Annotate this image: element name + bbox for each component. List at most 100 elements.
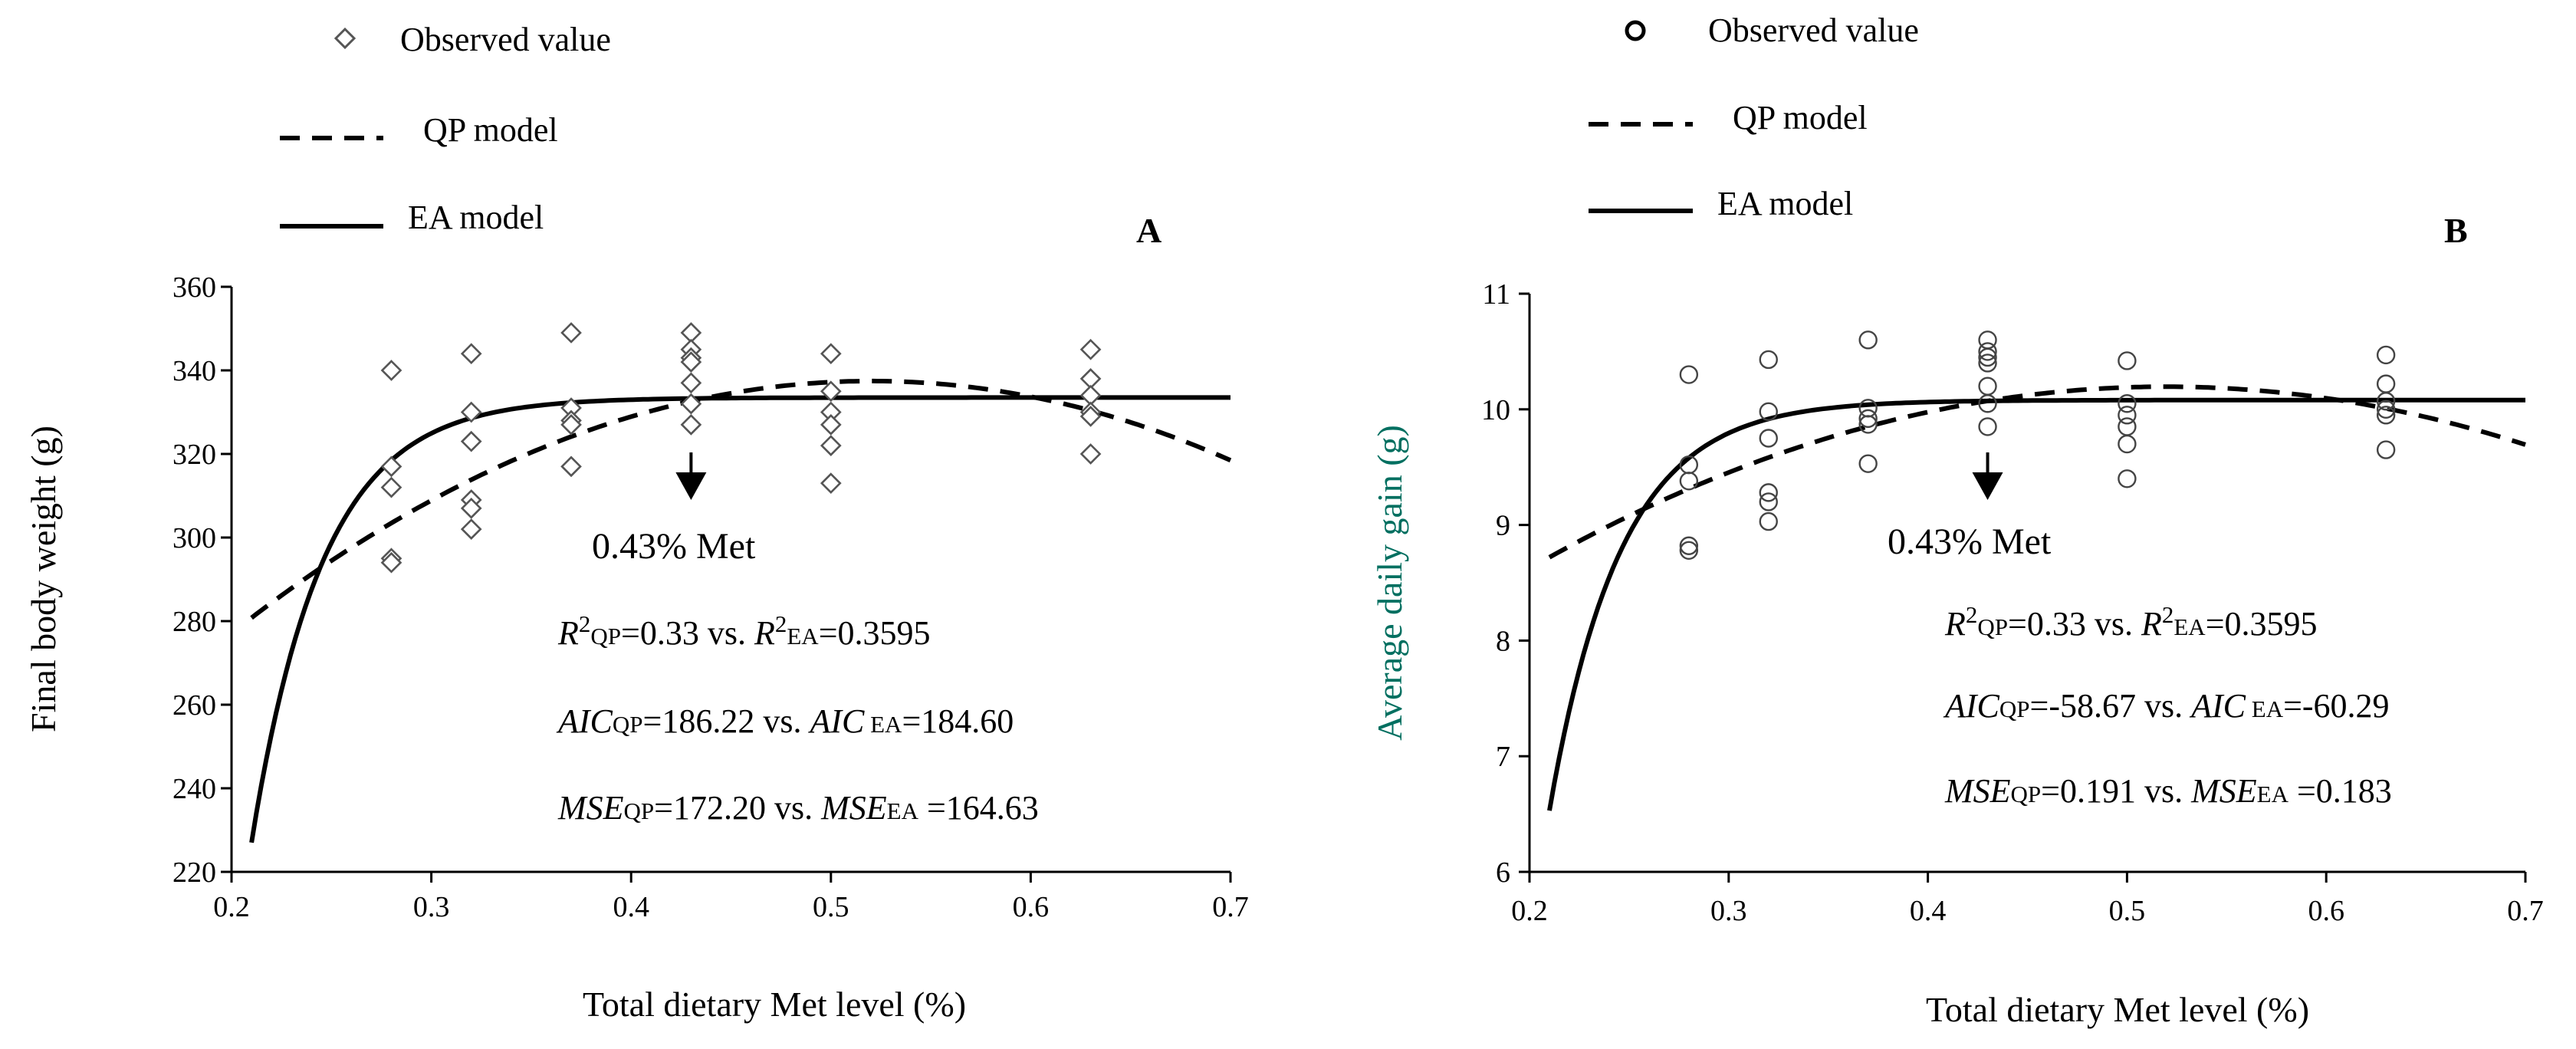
x-tick-label-a: 0.3 (413, 891, 450, 923)
observed-point-b (1679, 541, 1699, 560)
panel-b: Observed value QP model EA model B 0.2 0.… (1370, 12, 2544, 1029)
observed-point-b (1759, 511, 1778, 531)
optimum-label-a: 0.43% Met (592, 526, 756, 567)
observed-point-b (1978, 354, 1997, 373)
x-tick-label-a: 0.7 (1212, 891, 1249, 923)
stat-mse-a: MSEQP=172.20 vs. MSEEA =164.63 (557, 789, 1039, 827)
x-tick-label-a: 0.4 (613, 891, 649, 923)
observed-point-a (460, 343, 482, 365)
legend-a-observed-marker (334, 27, 356, 50)
observed-point-a (460, 518, 482, 540)
x-tick-label-b: 0.4 (1910, 895, 1947, 927)
observed-point-a (680, 372, 702, 394)
x-tick-label-a: 0.6 (1013, 891, 1050, 923)
observed-point-b (1858, 399, 1878, 418)
y-tick-label-a: 280 (172, 606, 216, 638)
observed-point-b (1679, 536, 1699, 555)
observed-point-b (1858, 454, 1878, 473)
series-a (249, 322, 1232, 843)
x-tick-label-b: 0.5 (2109, 895, 2146, 927)
observed-point-b (2118, 434, 2137, 454)
observed-point-a (380, 551, 402, 574)
legend-a-qp-label: QP model (423, 111, 558, 149)
observed-point-a (820, 472, 842, 494)
observed-point-b (1759, 350, 1778, 370)
y-tick-label-a: 340 (172, 355, 216, 387)
y-tick-label-a: 220 (172, 857, 216, 889)
observed-point-b (2376, 440, 2396, 459)
legend-b-ea-label: EA model (1717, 185, 1853, 222)
x-tick-label-b: 0.3 (1710, 895, 1747, 927)
stat-mse-b: MSEQP=0.191 vs. MSEEA =0.183 (1944, 772, 2392, 810)
observed-point-a (820, 435, 842, 456)
optimum-arrow-b (1972, 452, 2003, 500)
x-tick-label-b: 0.6 (2308, 895, 2344, 927)
observed-point-b (1759, 483, 1778, 502)
optimum-arrow-a (675, 452, 707, 500)
observed-point-a (560, 455, 582, 478)
optimum-arrow-head-b (1972, 472, 2003, 500)
x-tick-label-b: 0.2 (1511, 895, 1548, 927)
observed-point-b (1978, 342, 1997, 361)
y-tick-label-b: 6 (1496, 857, 1510, 889)
ea-curve-b (1547, 397, 2525, 811)
y-axis-title-a: Final body weight (g) (24, 426, 63, 732)
y-tick-label-a: 300 (172, 522, 216, 554)
y-tick-label-a: 320 (172, 439, 216, 471)
observed-point-a (680, 414, 702, 436)
optimum-arrow-head-a (675, 472, 707, 500)
observed-point-a (1079, 443, 1102, 465)
observed-point-a (380, 455, 402, 478)
observed-point-b (1858, 409, 1878, 429)
observed-point-b (2118, 469, 2137, 488)
observed-point-a (560, 322, 582, 344)
legend-b: Observed value QP model EA model (1589, 12, 1919, 222)
observed-point-a (1079, 406, 1102, 427)
observed-point-b (2376, 345, 2396, 365)
observed-point-a (560, 414, 582, 436)
stat-r2-b: R2QP=0.33 vs. R2EA=0.3595 (1944, 601, 2318, 643)
legend-a-ea-label: EA model (408, 199, 544, 236)
observed-point-a (380, 360, 402, 381)
observed-point-b (1858, 330, 1878, 350)
observed-points-a (380, 322, 1102, 574)
legend-b-observed-label: Observed value (1708, 12, 1919, 49)
y-tick-label-b: 10 (1481, 394, 1510, 426)
observed-point-b (2376, 374, 2396, 393)
observed-point-a (820, 343, 842, 365)
x-tick-label-a: 0.2 (213, 891, 250, 923)
observed-point-b (1679, 472, 1699, 491)
series-b (1547, 330, 2526, 811)
legend-a-observed-label: Observed value (400, 21, 611, 58)
y-axis-title-b: Average daily gain (g) (1370, 425, 1409, 741)
observed-point-a (460, 498, 482, 519)
qp-curve-b (1548, 384, 2526, 560)
observed-point-b (1858, 415, 1878, 434)
observed-point-b (2118, 406, 2137, 425)
ea-curve-a (249, 395, 1230, 843)
panel-b-letter: B (2444, 211, 2468, 250)
y-tick-label-b: 7 (1496, 741, 1510, 773)
observed-point-b (1759, 492, 1778, 511)
y-tick-label-b: 9 (1496, 510, 1510, 542)
legend-b-observed-marker (1625, 20, 1646, 41)
y-tick-label-b: 8 (1496, 625, 1510, 657)
y-tick-label-b: 11 (1482, 278, 1510, 311)
x-axis-title-b: Total dietary Met level (%) (1926, 990, 2309, 1029)
observed-points-b (1679, 330, 2396, 560)
observed-point-b (2376, 392, 2396, 411)
observed-point-a (820, 414, 842, 436)
observed-point-b (2118, 417, 2137, 436)
observed-point-b (2118, 394, 2137, 413)
observed-point-b (1759, 402, 1778, 422)
observed-point-a (680, 351, 702, 373)
panel-a-letter: A (1136, 211, 1162, 250)
legend-b-qp-label: QP model (1733, 99, 1868, 136)
y-tick-label-a: 360 (172, 271, 216, 304)
observed-point-b (1978, 377, 1997, 396)
ticks-b: 0.2 0.3 0.4 0.5 0.6 0.7 6 7 8 9 10 11 (1481, 278, 2544, 927)
x-axis-title-a: Total dietary Met level (%) (583, 985, 966, 1024)
observed-point-b (2376, 400, 2396, 419)
ticks-a: 0.2 0.3 0.4 0.5 0.6 0.7 220 240 260 280 300 320 340 3… (172, 271, 1249, 923)
